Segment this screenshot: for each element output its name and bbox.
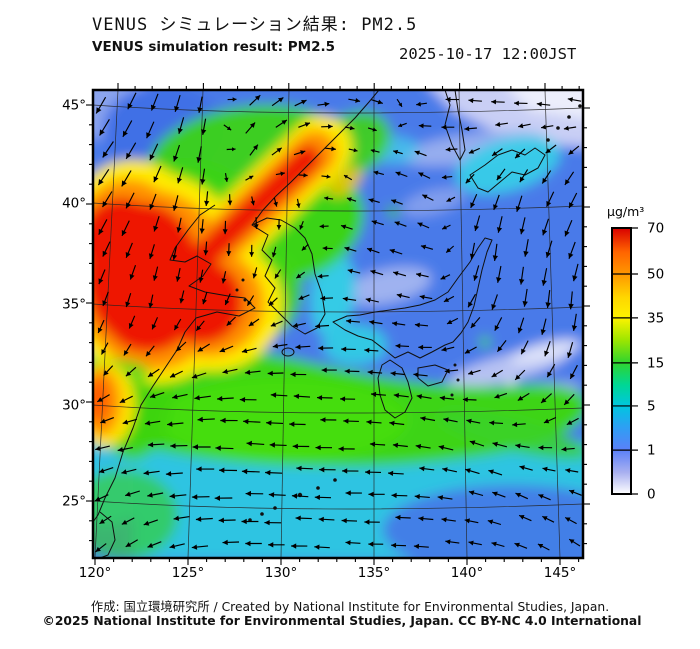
svg-text:45°: 45°: [62, 98, 86, 114]
axis-labels: 120° 125° 130° 135° 140° 145° 45° 40° 35° 30° 25°: [62, 98, 576, 582]
svg-text:40°: 40°: [62, 196, 86, 212]
svg-text:70: 70: [647, 221, 664, 237]
svg-text:15: 15: [647, 355, 664, 371]
svg-text:5: 5: [647, 398, 656, 414]
svg-text:35°: 35°: [62, 297, 86, 313]
svg-text:145°: 145°: [544, 565, 577, 581]
colorbar-units-label: μg/m³: [607, 204, 644, 219]
svg-text:130°: 130°: [265, 565, 298, 581]
coastlines: [93, 90, 582, 558]
page-title-japanese: VENUS シミュレーション結果: PM2.5: [92, 15, 418, 35]
credit-line: 作成: 国立環境研究所 / Created by National Instit…: [90, 600, 610, 614]
svg-text:25°: 25°: [62, 494, 86, 510]
svg-text:120°: 120°: [79, 565, 112, 581]
svg-text:35: 35: [647, 310, 664, 326]
axis-ticks: [86, 83, 590, 565]
map-frame: [91, 88, 585, 560]
colorbar-ticks: [612, 227, 638, 495]
colorbar: μg/m³ 70 50 35 15 5 1 0: [607, 204, 664, 503]
svg-text:135°: 135°: [358, 565, 391, 581]
svg-text:0: 0: [647, 487, 656, 503]
colorbar-gradient: [611, 227, 632, 495]
svg-text:30°: 30°: [62, 398, 86, 414]
forecast-timestamp: 2025-10-17 12:00JST: [399, 45, 577, 63]
svg-text:140°: 140°: [451, 565, 484, 581]
svg-text:125°: 125°: [172, 565, 205, 581]
wind-arrows: [94, 92, 582, 553]
svg-text:1: 1: [647, 443, 656, 459]
colorbar-tick-labels: 70 50 35 15 5 1 0: [647, 221, 664, 503]
license-line: ©2025 National Institute for Environment…: [42, 614, 642, 628]
page-title-english: VENUS simulation result: PM2.5: [92, 39, 335, 55]
svg-text:50: 50: [647, 267, 664, 283]
